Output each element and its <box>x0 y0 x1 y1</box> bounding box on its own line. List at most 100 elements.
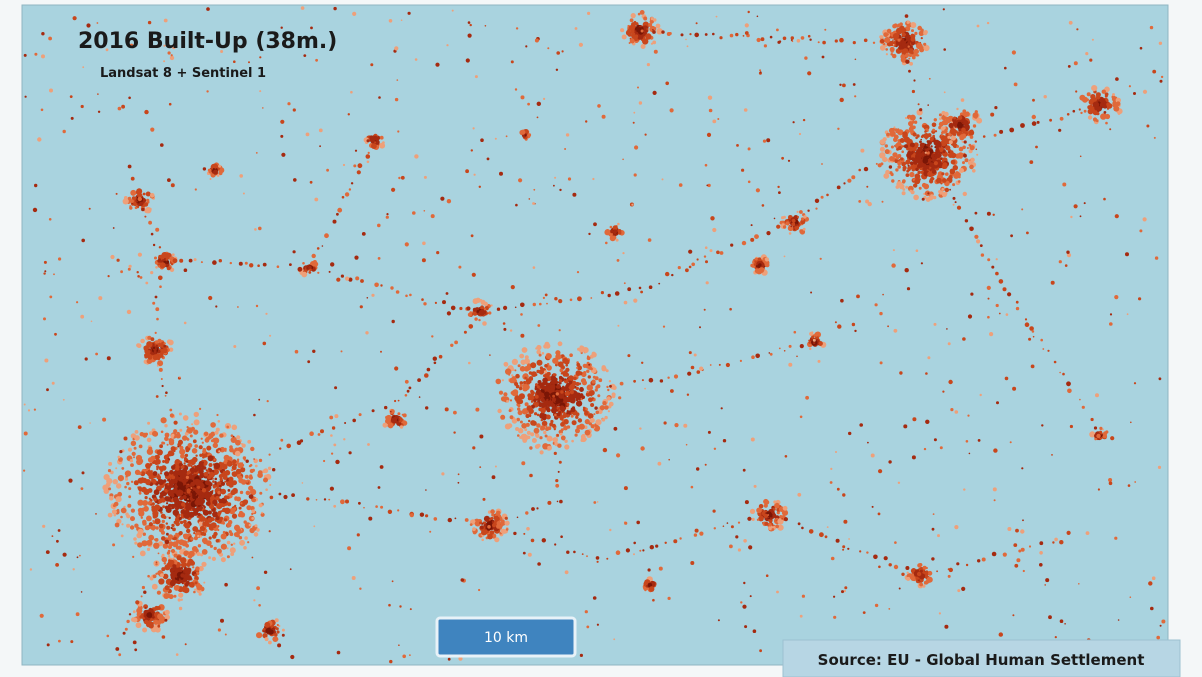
settlement-dot <box>497 308 500 311</box>
settlement-dot <box>168 555 171 558</box>
settlement-dot <box>799 210 803 214</box>
settlement-dot <box>914 49 919 54</box>
settlement-dot <box>161 514 166 519</box>
settlement-dot <box>135 430 139 434</box>
settlement-dot <box>213 459 215 461</box>
settlement-dot <box>911 29 914 32</box>
settlement-dot <box>249 263 253 267</box>
settlement-dot <box>689 266 692 269</box>
settlement-dot <box>934 141 938 145</box>
settlement-dot <box>149 463 152 466</box>
settlement-dot <box>479 310 485 316</box>
settlement-dot <box>641 44 646 49</box>
settlement-dot <box>141 487 147 493</box>
settlement-dot <box>186 460 188 462</box>
settlement-dot <box>116 483 121 488</box>
settlement-dot <box>409 387 412 390</box>
settlement-dot <box>783 216 786 219</box>
settlement-dot <box>628 33 632 37</box>
settlement-dot <box>465 518 469 522</box>
settlement-dot <box>185 536 188 539</box>
settlement-dot <box>158 578 164 584</box>
settlement-dot <box>924 581 928 585</box>
settlement-dot <box>815 208 817 210</box>
settlement-dot <box>128 495 131 498</box>
settlement-dot <box>217 491 220 494</box>
settlement-dot <box>300 439 303 442</box>
settlement-dot <box>639 550 641 552</box>
settlement-dot <box>1105 430 1108 433</box>
settlement-dot <box>250 447 254 451</box>
settlement-dot <box>900 157 903 160</box>
settlement-dot <box>649 285 653 289</box>
settlement-dot <box>146 516 152 522</box>
settlement-dot <box>956 108 958 110</box>
settlement-dot <box>137 542 142 547</box>
settlement-dot <box>230 547 236 553</box>
settlement-dot <box>180 488 182 490</box>
settlement-dot <box>239 536 242 539</box>
settlement-dot <box>232 459 236 463</box>
settlement-dot <box>167 483 169 485</box>
settlement-dot <box>301 272 307 278</box>
settlement-dot <box>121 523 123 525</box>
settlement-dot <box>192 507 196 511</box>
settlement-dot <box>179 588 181 590</box>
settlement-dot <box>405 394 408 397</box>
settlement-dot <box>586 555 588 557</box>
settlement-dot <box>642 549 644 551</box>
settlement-dot <box>276 638 279 641</box>
settlement-dot <box>650 545 654 549</box>
settlement-dot <box>245 503 247 505</box>
settlement-dot <box>953 165 958 170</box>
settlement-dot <box>154 538 156 540</box>
settlement-dot <box>145 525 150 530</box>
settlement-dot <box>217 549 222 554</box>
settlement-dot <box>108 513 113 518</box>
settlement-dot <box>568 385 570 387</box>
settlement-dot <box>543 344 547 348</box>
settlement-dot <box>215 478 218 481</box>
settlement-dot <box>179 497 181 499</box>
settlement-dot <box>206 501 211 506</box>
settlement-dot <box>181 562 187 568</box>
settlement-dot <box>543 374 546 377</box>
settlement-dot <box>199 454 202 457</box>
settlement-dot <box>807 210 809 212</box>
settlement-dot <box>144 208 149 213</box>
settlement-dot <box>233 507 236 510</box>
settlement-dot <box>171 465 175 469</box>
settlement-dot <box>597 561 599 563</box>
settlement-dot <box>943 131 946 134</box>
settlement-dot <box>523 533 525 535</box>
settlement-dot <box>157 343 161 347</box>
settlement-dot <box>912 55 915 58</box>
settlement-dot <box>218 165 221 168</box>
settlement-dot <box>1100 99 1104 103</box>
settlement-dot <box>658 283 660 285</box>
settlement-dot <box>533 399 536 402</box>
settlement-dot <box>225 474 228 477</box>
settlement-dot <box>481 539 484 542</box>
settlement-dot <box>129 206 132 209</box>
settlement-dot <box>490 509 495 514</box>
settlement-dot <box>565 391 570 396</box>
settlement-dot <box>582 553 584 555</box>
settlement-dot <box>433 357 437 361</box>
settlement-dot <box>235 451 241 457</box>
settlement-dot <box>371 143 377 149</box>
settlement-dot <box>501 519 505 523</box>
settlement-dot <box>221 557 226 562</box>
settlement-dot <box>172 564 176 568</box>
settlement-dot <box>730 244 733 247</box>
settlement-dot <box>201 473 203 475</box>
settlement-dot <box>358 502 361 505</box>
settlement-dot <box>194 589 196 591</box>
settlement-dot <box>907 572 909 574</box>
settlement-dot <box>236 435 240 439</box>
settlement-dot <box>639 287 642 290</box>
settlement-dot <box>227 541 231 545</box>
settlement-dot <box>554 297 557 300</box>
settlement-dot <box>147 438 152 443</box>
settlement-dot <box>216 503 222 509</box>
